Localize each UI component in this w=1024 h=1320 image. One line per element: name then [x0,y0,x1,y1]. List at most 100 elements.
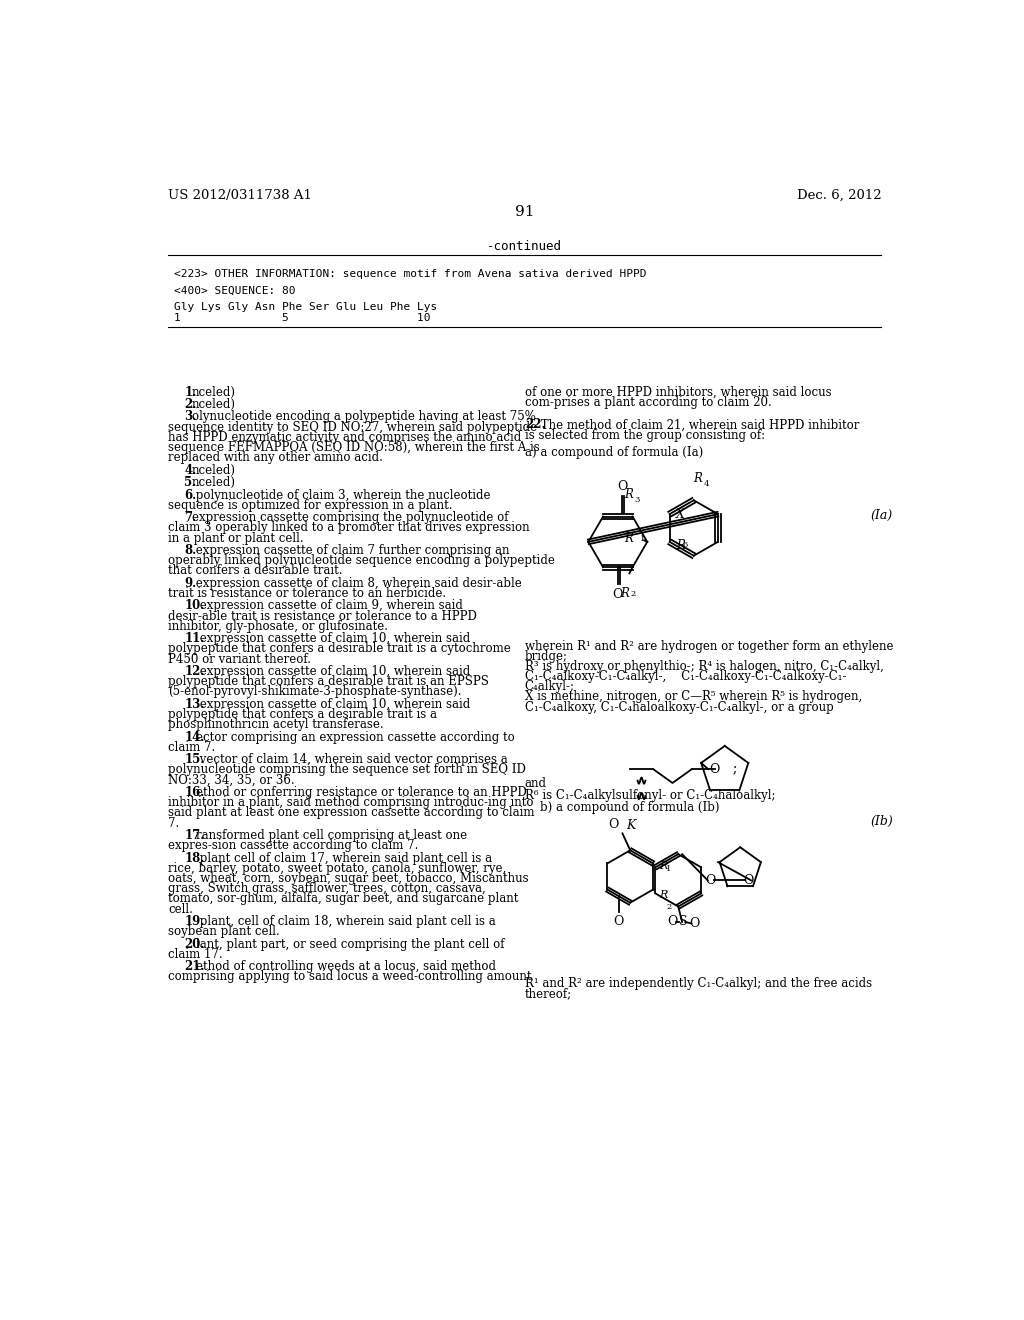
Text: C₄alkyl-;: C₄alkyl-; [524,680,574,693]
Text: C₁-C₄alkoxy, C₁-C₄haloalkoxy-C₁-C₄alkyl-, or a group: C₁-C₄alkoxy, C₁-C₄haloalkoxy-C₁-C₄alkyl-… [524,701,834,714]
Text: <223> OTHER INFORMATION: sequence motif from Avena sativa derived HPPD: <223> OTHER INFORMATION: sequence motif … [174,268,647,279]
Text: R⁶ is C₁-C₄alkylsulfonyl- or C₁-C₄haloalkyl;: R⁶ is C₁-C₄alkylsulfonyl- or C₁-C₄haloal… [524,789,775,803]
Text: O: O [742,874,754,887]
Text: 1               5                   10: 1 5 10 [174,313,431,323]
Text: X is methine, nitrogen, or C—R⁵ wherein R⁵ is hydrogen,: X is methine, nitrogen, or C—R⁵ wherein … [524,690,862,704]
Text: O: O [611,587,623,601]
Text: expression cassette of claim 10, wherein said: expression cassette of claim 10, wherein… [196,665,470,678]
Text: 15.: 15. [184,754,205,767]
Text: O: O [706,874,716,887]
Text: US 2012/0311738 A1: US 2012/0311738 A1 [168,189,312,202]
Text: olynucleotide encoding a polypeptide having at least 75%: olynucleotide encoding a polypeptide hav… [193,411,536,424]
Text: ector comprising an expression cassette according to: ector comprising an expression cassette … [196,731,515,743]
Text: inhibitor, gly-phosate, or glufosinate.: inhibitor, gly-phosate, or glufosinate. [168,620,388,632]
Text: is selected from the group consisting of:: is selected from the group consisting of… [524,429,765,441]
Text: R¹ and R² are independently C₁-C₄alkyl; and the free acids: R¹ and R² are independently C₁-C₄alkyl; … [524,977,871,990]
Text: O: O [668,916,678,928]
Text: <400> SEQUENCE: 80: <400> SEQUENCE: 80 [174,285,296,296]
Text: 21.: 21. [184,960,205,973]
Text: wherein R¹ and R² are hydrogen or together form an ethylene: wherein R¹ and R² are hydrogen or togeth… [524,640,893,652]
Text: 4.: 4. [184,463,197,477]
Text: ethod of controlling weeds at a locus, said method: ethod of controlling weeds at a locus, s… [196,960,496,973]
Text: that confers a desirable trait.: that confers a desirable trait. [168,565,343,577]
Text: claim 17.: claim 17. [168,948,223,961]
Text: O: O [617,479,628,492]
Text: expression cassette comprising the polynucleotide of: expression cassette comprising the polyn… [193,511,509,524]
Text: 12.: 12. [184,665,205,678]
Text: 1: 1 [640,535,645,543]
Text: sequence FEFMAPPQA (SEQ ID NO:58), wherein the first A is: sequence FEFMAPPQA (SEQ ID NO:58), where… [168,441,540,454]
Text: soybean plant cell.: soybean plant cell. [168,925,280,939]
Text: b) a compound of formula (Ib): b) a compound of formula (Ib) [541,801,720,814]
Text: expression cassette of claim 10, wherein said: expression cassette of claim 10, wherein… [196,632,470,645]
Text: X: X [676,508,685,520]
Text: trait is resistance or tolerance to an herbicide.: trait is resistance or tolerance to an h… [168,587,446,601]
Text: R: R [659,890,668,900]
Text: thereof;: thereof; [524,987,572,999]
Text: cell.: cell. [168,903,194,916]
Text: grass, Switch grass, safflower, trees, cotton, cassava,: grass, Switch grass, safflower, trees, c… [168,882,486,895]
Text: tomato, sor-ghum, alfalfa, sugar beet, and sugarcane plant: tomato, sor-ghum, alfalfa, sugar beet, a… [168,892,519,906]
Text: O: O [689,917,699,931]
Text: of one or more HPPD inhibitors, wherein said locus: of one or more HPPD inhibitors, wherein … [524,385,831,399]
Text: 6: 6 [683,541,688,549]
Text: plant, cell of claim 18, wherein said plant cell is a: plant, cell of claim 18, wherein said pl… [196,915,496,928]
Text: nceled): nceled) [193,399,236,411]
Text: lant, plant part, or seed comprising the plant cell of: lant, plant part, or seed comprising the… [196,937,505,950]
Text: 11.: 11. [184,632,205,645]
Text: polypeptide that confers a desirable trait is a: polypeptide that confers a desirable tra… [168,708,437,721]
Text: expression cassette of claim 8, wherein said desir-able: expression cassette of claim 8, wherein … [193,577,522,590]
Text: ethod or conferring resistance or tolerance to an HPPD: ethod or conferring resistance or tolera… [196,787,526,799]
Text: 1.: 1. [184,385,197,399]
Text: C₁-C₄alkoxy-C₁-C₄alkyl-,    C₁-C₄alkoxy-C₁-C₄alkoxy-C₁-: C₁-C₄alkoxy-C₁-C₄alkyl-, C₁-C₄alkoxy-C₁-… [524,671,846,684]
Text: R: R [625,488,633,502]
Text: Gly Lys Gly Asn Phe Ser Glu Leu Phe Lys: Gly Lys Gly Asn Phe Ser Glu Leu Phe Lys [174,302,437,313]
Text: desir-able trait is resistance or tolerance to a HPPD: desir-able trait is resistance or tolera… [168,610,477,623]
Text: 16.: 16. [184,787,205,799]
Text: sequence is optimized for expression in a plant.: sequence is optimized for expression in … [168,499,453,512]
Text: 9.: 9. [184,577,197,590]
Text: 2: 2 [667,903,672,911]
Text: -continued: -continued [487,240,562,253]
Text: 14.: 14. [184,731,205,743]
Text: sequence identity to SEQ ID NO:27, wherein said polypeptide: sequence identity to SEQ ID NO:27, where… [168,421,538,434]
Text: and: and [524,777,547,791]
Text: 2.: 2. [184,399,197,411]
Text: has HPPD enzymatic activity and comprises the amino acid: has HPPD enzymatic activity and comprise… [168,430,521,444]
Text: nceled): nceled) [193,477,236,490]
Text: 6.: 6. [184,488,197,502]
Text: vector of claim 14, wherein said vector comprises a: vector of claim 14, wherein said vector … [196,754,508,767]
Text: NO:33, 34, 35, or 36.: NO:33, 34, 35, or 36. [168,774,295,787]
Text: expression cassette of claim 10, wherein said: expression cassette of claim 10, wherein… [196,698,470,711]
Text: comprising applying to said locus a weed-controlling amount: comprising applying to said locus a weed… [168,970,531,983]
Text: 13.: 13. [184,698,205,711]
Text: S: S [680,916,688,928]
Text: R: R [621,587,629,601]
Text: expression cassette of claim 7 further comprising an: expression cassette of claim 7 further c… [193,544,510,557]
Text: inhibitor in a plant, said method comprising introduc-ing into: inhibitor in a plant, said method compri… [168,796,534,809]
Text: bridge;: bridge; [524,649,567,663]
Text: 17.: 17. [184,829,205,842]
Text: R: R [693,471,702,484]
Text: said plant at least one expression cassette according to claim: said plant at least one expression casse… [168,807,535,820]
Text: R: R [676,539,685,552]
Text: 22.: 22. [524,418,546,432]
Text: Dec. 6, 2012: Dec. 6, 2012 [797,189,882,202]
Text: claim 3 operably linked to a promoter that drives expression: claim 3 operably linked to a promoter th… [168,521,530,535]
Text: polynucleotide of claim 3, wherein the nucleotide: polynucleotide of claim 3, wherein the n… [193,488,490,502]
Text: (Ia): (Ia) [870,508,893,521]
Text: 3.: 3. [184,411,197,424]
Text: claim 7.: claim 7. [168,741,215,754]
Text: O: O [709,763,719,776]
Text: in a plant or plant cell.: in a plant or plant cell. [168,532,304,545]
Text: ;: ; [724,762,737,776]
Text: 20.: 20. [184,937,205,950]
Text: (5-enol-pyrovyl-shikimate-3-phosphate-synthase).: (5-enol-pyrovyl-shikimate-3-phosphate-sy… [168,685,462,698]
Text: rice, barley, potato, sweet potato, canola, sunflower, rye,: rice, barley, potato, sweet potato, cano… [168,862,507,875]
Text: R: R [625,532,633,545]
Text: nceled): nceled) [193,385,236,399]
Text: 7.: 7. [168,817,179,829]
Text: (Ib): (Ib) [870,814,893,828]
Text: 1: 1 [667,865,672,873]
Text: ransformed plant cell comprising at least one: ransformed plant cell comprising at leas… [196,829,467,842]
